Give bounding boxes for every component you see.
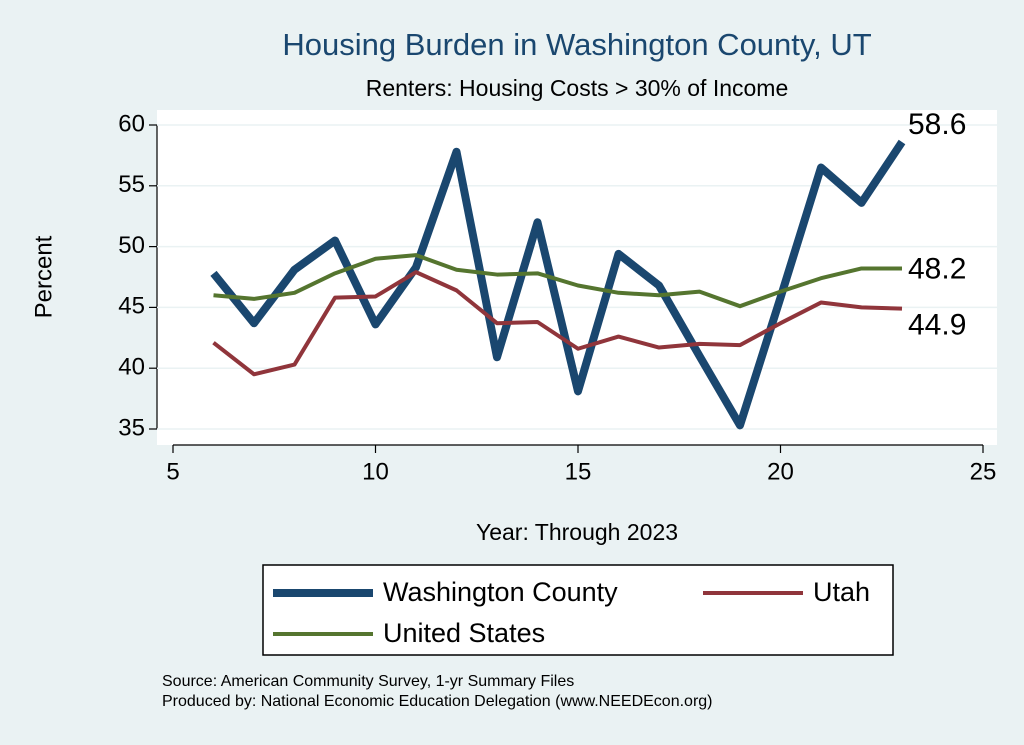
legend-box bbox=[262, 564, 894, 656]
legend-label: Utah bbox=[813, 577, 870, 607]
x-tick-label: 5 bbox=[166, 458, 179, 485]
y-tick-label: 45 bbox=[118, 293, 145, 320]
end-value-label: 48.2 bbox=[908, 252, 966, 285]
end-value-label: 44.9 bbox=[908, 309, 966, 342]
legend-label: Washington County bbox=[383, 577, 618, 607]
source-note: Source: American Community Survey, 1-yr … bbox=[162, 673, 574, 690]
producer-note: Produced by: National Economic Education… bbox=[162, 693, 713, 710]
x-tick-label: 10 bbox=[362, 458, 389, 485]
legend-label: United States bbox=[383, 618, 545, 648]
series-line bbox=[213, 253, 902, 309]
x-tick-label: 25 bbox=[970, 458, 997, 485]
series-line bbox=[212, 270, 903, 377]
x-tick-label: 20 bbox=[767, 458, 794, 485]
y-tick-label: 40 bbox=[118, 354, 145, 381]
x-axis-title: Year: Through 2023 bbox=[476, 519, 678, 545]
chart-subtitle: Renters: Housing Costs > 30% of Income bbox=[366, 75, 789, 101]
y-tick-label: 50 bbox=[118, 232, 145, 259]
chart-title: Housing Burden in Washington County, UT bbox=[282, 27, 871, 62]
y-tick-label: 55 bbox=[118, 171, 145, 198]
y-tick-label: 60 bbox=[118, 110, 145, 137]
y-tick-label: 35 bbox=[118, 414, 145, 441]
series-line bbox=[210, 139, 906, 430]
end-value-label: 58.6 bbox=[908, 108, 966, 141]
x-tick-label: 15 bbox=[565, 458, 592, 485]
y-axis-title: Percent bbox=[30, 235, 57, 318]
